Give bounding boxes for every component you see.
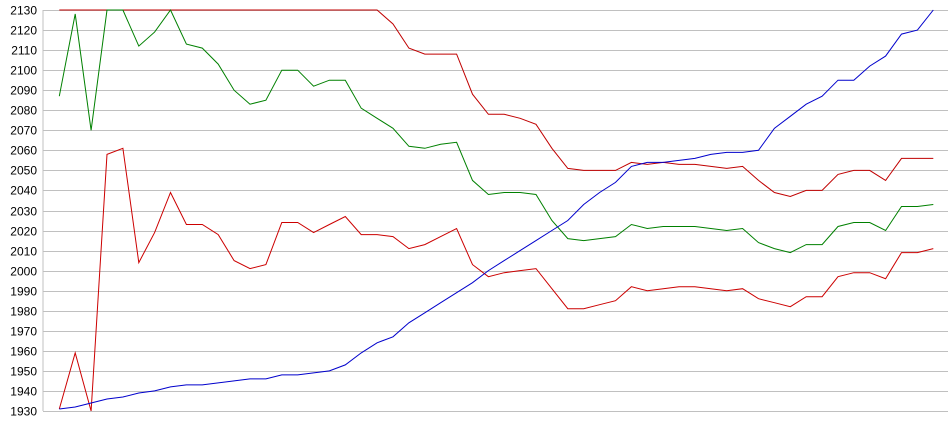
y-tick-label: 1980 (10, 305, 37, 319)
y-tick-label: 2030 (10, 205, 37, 219)
series-line-0 (59, 9, 934, 198)
series-line-2 (58, 147, 934, 412)
y-tick-label: 1950 (10, 365, 37, 379)
y-tick-label: 2060 (10, 144, 37, 158)
y-tick-label: 1970 (10, 325, 37, 339)
y-tick-label: 2110 (11, 44, 37, 58)
y-tick-label: 2040 (10, 184, 37, 198)
y-tick-label: 1990 (10, 285, 37, 299)
gridlines (43, 10, 948, 412)
y-tick-label: 1930 (10, 405, 37, 419)
y-tick-label: 2070 (10, 124, 37, 138)
y-axis-ticks: 1930 1940 1950 1960 1970 1980 1990 2000 2010 2020… (10, 4, 37, 419)
y-tick-label: 1940 (10, 385, 37, 399)
y-tick-label: 1960 (10, 345, 37, 359)
series-line-1 (58, 9, 934, 254)
y-tick-label: 2130 (10, 4, 37, 18)
y-tick-label: 2050 (10, 164, 37, 178)
y-tick-label: 2090 (10, 84, 37, 98)
y-tick-label: 2010 (10, 245, 37, 259)
y-tick-label: 2000 (10, 265, 37, 279)
series-line-3 (59, 9, 934, 410)
series-lines (58, 9, 934, 412)
y-tick-label: 2120 (10, 24, 37, 38)
y-tick-label: 2080 (10, 104, 37, 118)
y-tick-label: 2020 (10, 225, 37, 239)
y-tick-label: 2100 (10, 64, 37, 78)
